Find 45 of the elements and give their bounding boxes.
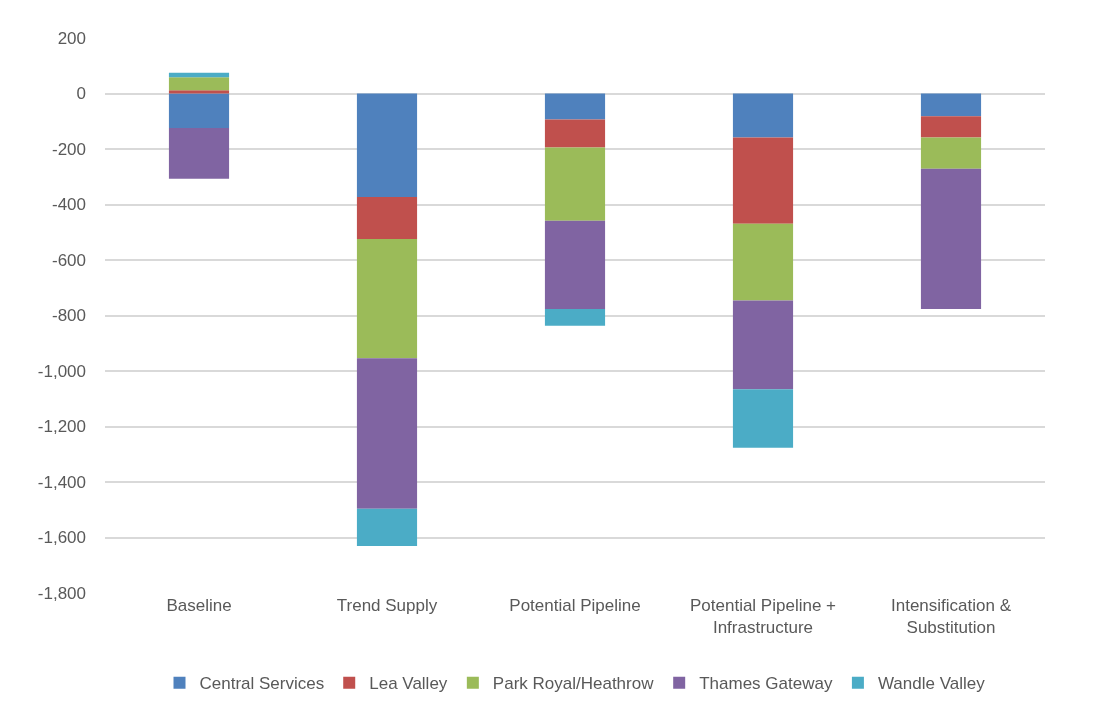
bar [356, 197, 418, 239]
x-tick-label: Potential Pipeline [509, 596, 641, 615]
y-tick-label: -1,800 [37, 583, 86, 603]
bar [732, 300, 794, 390]
bar [356, 238, 418, 359]
legend-label: Wandle Valley [877, 674, 986, 694]
y-tick-label: -400 [51, 195, 86, 215]
legend-label: Lea Valley [369, 674, 448, 694]
bar [168, 93, 230, 128]
y-tick-label: -1,600 [37, 528, 86, 548]
bar [920, 168, 982, 310]
bar [544, 147, 606, 221]
bar [920, 93, 982, 117]
bar [732, 389, 794, 448]
bar [732, 93, 794, 138]
bar [356, 358, 418, 509]
bar [544, 93, 606, 120]
y-tick-label: -200 [51, 139, 86, 159]
bar [544, 220, 606, 310]
y-tick-label: -1,400 [37, 472, 86, 492]
y-tick-label: 200 [57, 28, 86, 48]
x-tick-label: Intensification & Substitution [890, 596, 1012, 638]
legend-label: Thames Gateway [699, 674, 833, 694]
x-tick-label: Potential Pipeline + Infrastructure [689, 596, 837, 638]
bar [356, 508, 418, 547]
bar [168, 127, 230, 179]
bar [920, 137, 982, 169]
bar [732, 223, 794, 301]
bar [356, 93, 418, 198]
bar [544, 119, 606, 148]
bar [544, 309, 606, 326]
bar [168, 72, 230, 78]
bar [920, 116, 982, 138]
x-tick-label: Trend Supply [336, 596, 438, 615]
y-tick-label: -800 [51, 306, 86, 326]
bar [168, 90, 230, 94]
legend-label: Park Royal/Heathrow [492, 674, 655, 694]
bar [168, 77, 230, 91]
y-tick-label: -1,000 [37, 361, 86, 381]
y-tick-label: 0 [76, 84, 86, 104]
bar [732, 137, 794, 224]
legend-label: Central Services [199, 674, 325, 694]
y-tick-label: -600 [51, 250, 86, 270]
x-tick-label: Baseline [166, 596, 232, 615]
y-tick-label: -1,200 [37, 417, 86, 437]
